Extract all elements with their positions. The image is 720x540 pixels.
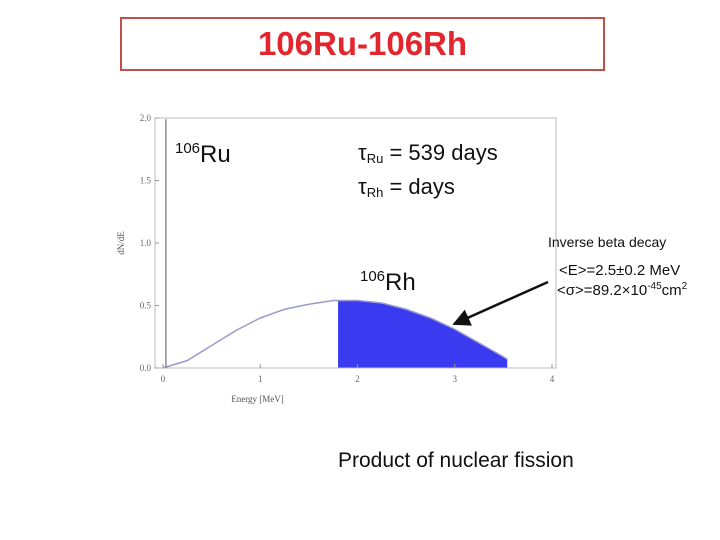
rh-lifetime: τRh = days (358, 174, 455, 200)
ru-isotope-label: 106Ru (175, 140, 231, 168)
mean-cross-section: <σ>=89.2×10-45cm2 (557, 281, 688, 299)
x-tick-label: 0 (161, 374, 166, 384)
x-tick-label: 4 (550, 374, 555, 384)
ibd-arrow (452, 280, 549, 326)
x-tick-label: 2 (355, 374, 360, 384)
rh-isotope-label: 106Rh (360, 268, 416, 296)
ibd-label: Inverse beta decay (548, 234, 667, 250)
ru-lifetime: τRu = 539 days (358, 140, 498, 166)
slide-title: 106Ru-106Rh (257, 25, 468, 62)
spectrum-curve (162, 299, 508, 369)
x-tick-label: 1 (258, 374, 263, 384)
mean-energy: <E>=2.5±0.2 MeV (559, 262, 681, 279)
fission-caption: Product of nuclear fission (338, 449, 574, 472)
y-tick-label: 0.5 (140, 301, 152, 311)
y-tick-label: 1.5 (140, 176, 152, 186)
shaded-region (338, 300, 508, 368)
title-box: 106Ru-106Rh (120, 17, 605, 71)
y-tick-label: 0.0 (140, 363, 152, 373)
x-tick-label: 3 (453, 374, 458, 384)
x-axis-label: Energy [MeV] (231, 394, 284, 404)
y-axis-label: dN/dE (116, 231, 126, 255)
y-tick-label: 2.0 (140, 113, 152, 123)
y-tick-label: 1.0 (140, 238, 152, 248)
